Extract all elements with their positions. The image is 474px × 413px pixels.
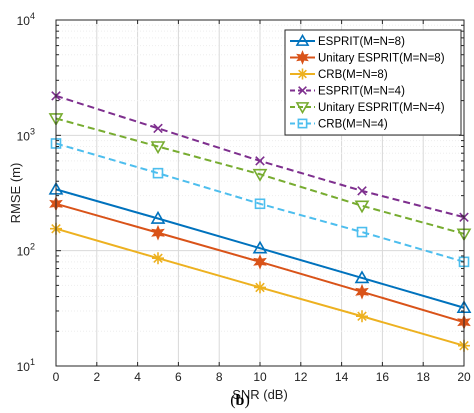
series-line (55, 188, 465, 309)
legend-label: Unitary ESPRIT(M=N=8) (318, 53, 445, 65)
series-line (55, 142, 465, 263)
legend-label: CRB(M=N=4) (318, 119, 388, 131)
legend-label: ESPRIT(M=N=8) (318, 36, 405, 48)
triangle-up-marker (354, 270, 370, 284)
x-tick-label: 10 (253, 370, 267, 384)
caption-letter: b (236, 392, 245, 409)
x-tick-label: 20 (457, 370, 471, 384)
x-tick-label: 12 (294, 370, 308, 384)
hexagram-marker (151, 224, 165, 241)
x-tick-label: 8 (216, 370, 223, 384)
x-tick-label: 18 (417, 370, 431, 384)
caption-close: ) (244, 392, 249, 409)
x-marker (153, 123, 163, 134)
legend-item: Unitary ESPRIT(M=N=4) (290, 102, 445, 115)
x-tick-label: 16 (376, 370, 390, 384)
y-tick-label: 104 (17, 11, 35, 28)
asterisk-marker (254, 281, 266, 294)
x-marker (255, 156, 265, 166)
triangle-up-marker (295, 33, 310, 46)
square-marker (254, 198, 266, 210)
legend-item: CRB(M=N=8) (290, 68, 388, 81)
x-tick-label: 0 (53, 370, 60, 384)
series-line (55, 117, 465, 235)
legend-item: CRB(M=N=4) (290, 119, 388, 131)
x-axis-label: SNR (dB) (232, 387, 288, 402)
x-tick-label: 4 (134, 370, 141, 384)
hexagram-marker (296, 50, 309, 65)
legend-item: Unitary ESPRIT(M=N=8) (290, 50, 445, 65)
square-marker (152, 167, 164, 179)
y-tick-label: 102 (17, 242, 35, 259)
y-tick-label: 101 (17, 357, 35, 374)
x-tick-label: 14 (335, 370, 349, 384)
square-marker (297, 118, 308, 129)
hexagram-marker (253, 253, 267, 270)
asterisk-marker (297, 68, 308, 80)
hexagram-marker (355, 283, 369, 300)
asterisk-marker (356, 310, 368, 323)
legend-box (284, 29, 462, 136)
asterisk-marker (152, 252, 164, 265)
legend-item: ESPRIT(M=N=8) (290, 33, 405, 48)
legend-item: ESPRIT(M=N=4) (290, 86, 405, 98)
y-tick-label: 103 (17, 126, 35, 143)
y-axis-label: RMSE (m) (8, 163, 23, 224)
x-marker (357, 186, 367, 196)
triangle-up-marker (150, 210, 166, 224)
x-marker (298, 86, 307, 95)
triangle-down-marker (295, 102, 310, 115)
legend-label: CRB(M=N=8) (318, 69, 388, 81)
triangle-up-marker (252, 240, 268, 254)
figure-caption: (b) (230, 392, 250, 409)
x-tick-label: 2 (93, 370, 100, 384)
square-marker (356, 226, 368, 238)
legend: ESPRIT(M=N=8) Unitary ESPRIT(M=N=8) CRB(M=… (284, 29, 462, 136)
legend-label: ESPRIT(M=N=4) (318, 86, 405, 98)
axis-ticks: 0 2 4 6 8 10 12 14 16 18 20 101 102 103 104 (17, 11, 471, 384)
series-esprit-m-n-4- (51, 91, 469, 222)
triangle-down-marker (150, 141, 166, 155)
caption-open: ( (230, 392, 235, 409)
triangle-down-marker (252, 168, 268, 182)
legend-label: Unitary ESPRIT(M=N=4) (318, 102, 445, 114)
triangle-down-marker (354, 200, 370, 214)
x-tick-label: 6 (175, 370, 182, 384)
